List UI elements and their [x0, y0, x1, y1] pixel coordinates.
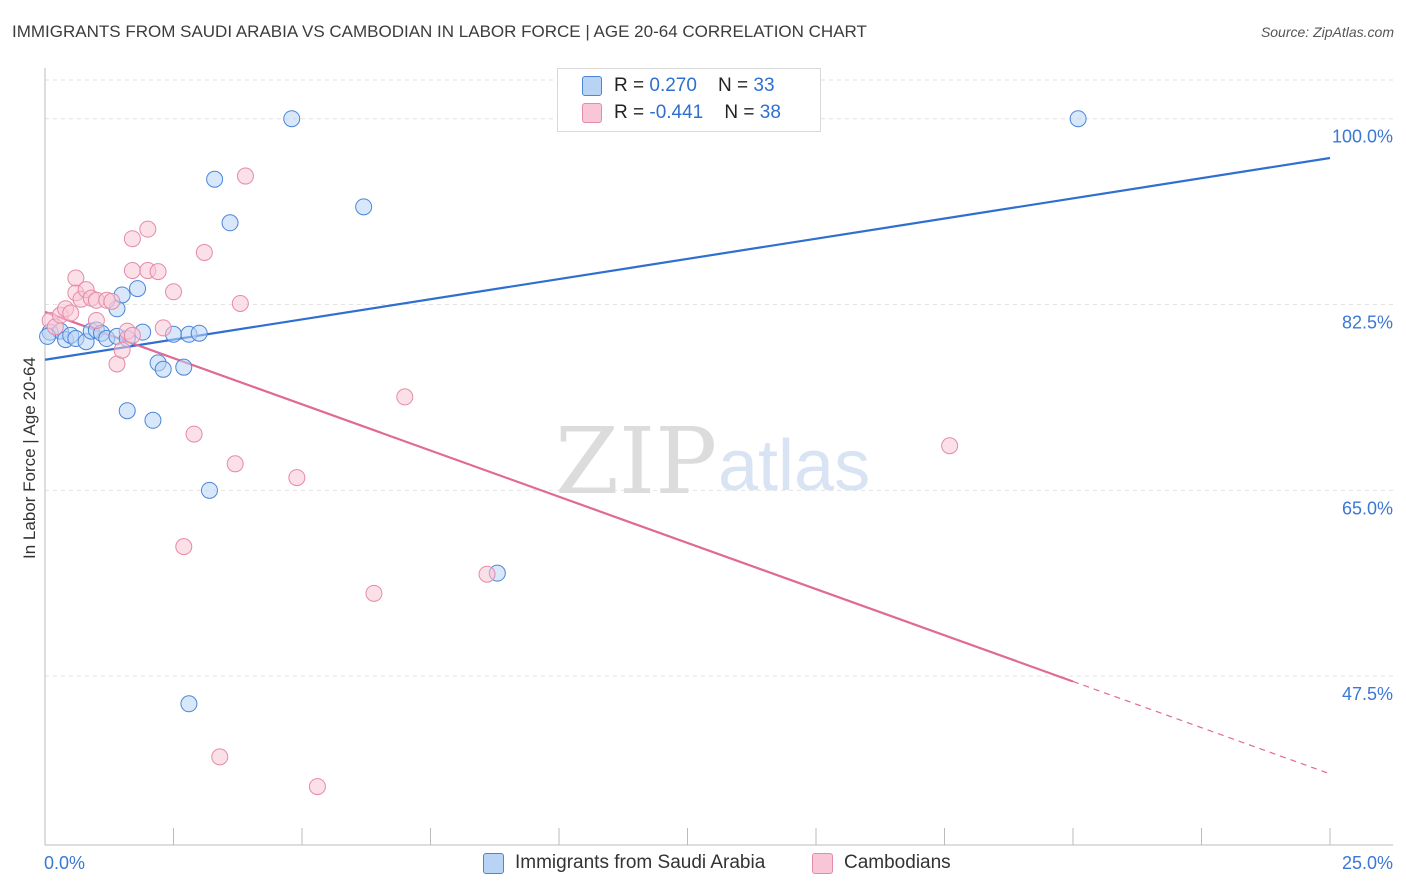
data-point-saudi: [221, 214, 239, 232]
data-point-cambodian: [123, 230, 141, 248]
bottom-legend-swatch-pink: [812, 853, 833, 874]
watermark-zip: ZIP: [555, 408, 717, 515]
bottom-legend-label-saudi: Immigrants from Saudi Arabia: [515, 852, 766, 873]
data-point-cambodian: [396, 388, 414, 406]
bottom-legend-label-cambodian: Cambodians: [844, 852, 951, 873]
data-point-cambodian: [123, 326, 141, 344]
data-point-cambodian: [226, 455, 244, 473]
watermark-atlas: atlas: [718, 426, 870, 506]
data-point-cambodian: [185, 425, 203, 443]
y-tick-label: 100.0%: [1332, 127, 1393, 147]
tick-labels: 47.5% 65.0% 82.5% 100.0% 0.0% 25.0%: [44, 127, 1393, 873]
source-label: Source: ZipAtlas.com: [1260, 24, 1394, 40]
data-point-saudi: [129, 280, 147, 298]
data-point-cambodian: [165, 283, 182, 301]
legend-n-value: 38: [759, 102, 781, 123]
y-tick-label: 82.5%: [1342, 313, 1393, 333]
data-point-cambodian: [103, 292, 121, 310]
data-point-cambodian: [175, 538, 193, 556]
bottom-legend-swatch-blue: [483, 853, 504, 874]
data-point-cambodian: [123, 262, 141, 280]
data-point-cambodian: [149, 263, 167, 281]
legend-swatch-pink: [582, 103, 602, 123]
y-tick-label: 65.0%: [1342, 498, 1393, 518]
axis-layer: [44, 68, 1393, 846]
data-point-saudi: [154, 360, 172, 378]
legend-n-label: N =: [724, 102, 760, 123]
y-axis-label: In Labor Force | Age 20-64: [20, 357, 39, 559]
data-point-saudi: [1069, 110, 1087, 128]
data-point-cambodian: [113, 341, 131, 359]
legend-r-label: R =: [614, 102, 650, 123]
data-point-saudi: [190, 324, 208, 342]
data-point-saudi: [144, 411, 162, 429]
data-point-cambodian: [236, 167, 254, 185]
trend-line-cambodian-extrapolated: [1072, 680, 1331, 775]
legend-r-value: 0.270: [649, 75, 697, 96]
chart-title: IMMIGRANTS FROM SAUDI ARABIA VS CAMBODIA…: [12, 22, 867, 41]
data-point-cambodian: [67, 269, 85, 287]
data-point-cambodian: [139, 220, 157, 238]
data-point-saudi: [118, 402, 136, 420]
stats-legend: R = 0.270 N = 33 R = -0.441 N = 38: [557, 68, 821, 132]
trend-line-saudi: [44, 156, 1331, 361]
legend-r-label: R =: [614, 75, 650, 96]
data-point-cambodian: [478, 565, 496, 583]
data-point-cambodian: [154, 319, 172, 337]
data-points: [39, 110, 1087, 796]
legend-swatch-blue: [582, 76, 602, 96]
x-tick-label-max: 25.0%: [1342, 853, 1393, 873]
data-point-saudi: [175, 358, 193, 376]
data-point-saudi: [283, 110, 301, 128]
x-tick-label-min: 0.0%: [44, 853, 85, 873]
data-point-saudi: [200, 481, 218, 499]
data-point-saudi: [180, 695, 198, 713]
data-point-cambodian: [308, 778, 326, 796]
data-point-cambodian: [62, 304, 80, 322]
trend-line-cambodian: [44, 310, 1074, 683]
data-point-cambodian: [365, 584, 383, 602]
trend-lines: [44, 156, 1331, 775]
data-point-cambodian: [288, 469, 306, 487]
y-tick-label: 47.5%: [1342, 684, 1393, 704]
legend-r-value: -0.441: [649, 102, 704, 123]
data-point-cambodian: [231, 294, 249, 312]
data-point-saudi: [206, 170, 224, 188]
data-point-cambodian: [195, 244, 213, 262]
data-point-cambodian: [211, 748, 229, 766]
data-point-cambodian: [87, 311, 105, 329]
legend-n-value: 33: [753, 75, 775, 96]
watermark: ZIP atlas: [555, 408, 870, 515]
data-point-saudi: [355, 198, 373, 216]
legend-n-label: N =: [718, 75, 754, 96]
data-point-cambodian: [941, 437, 959, 455]
